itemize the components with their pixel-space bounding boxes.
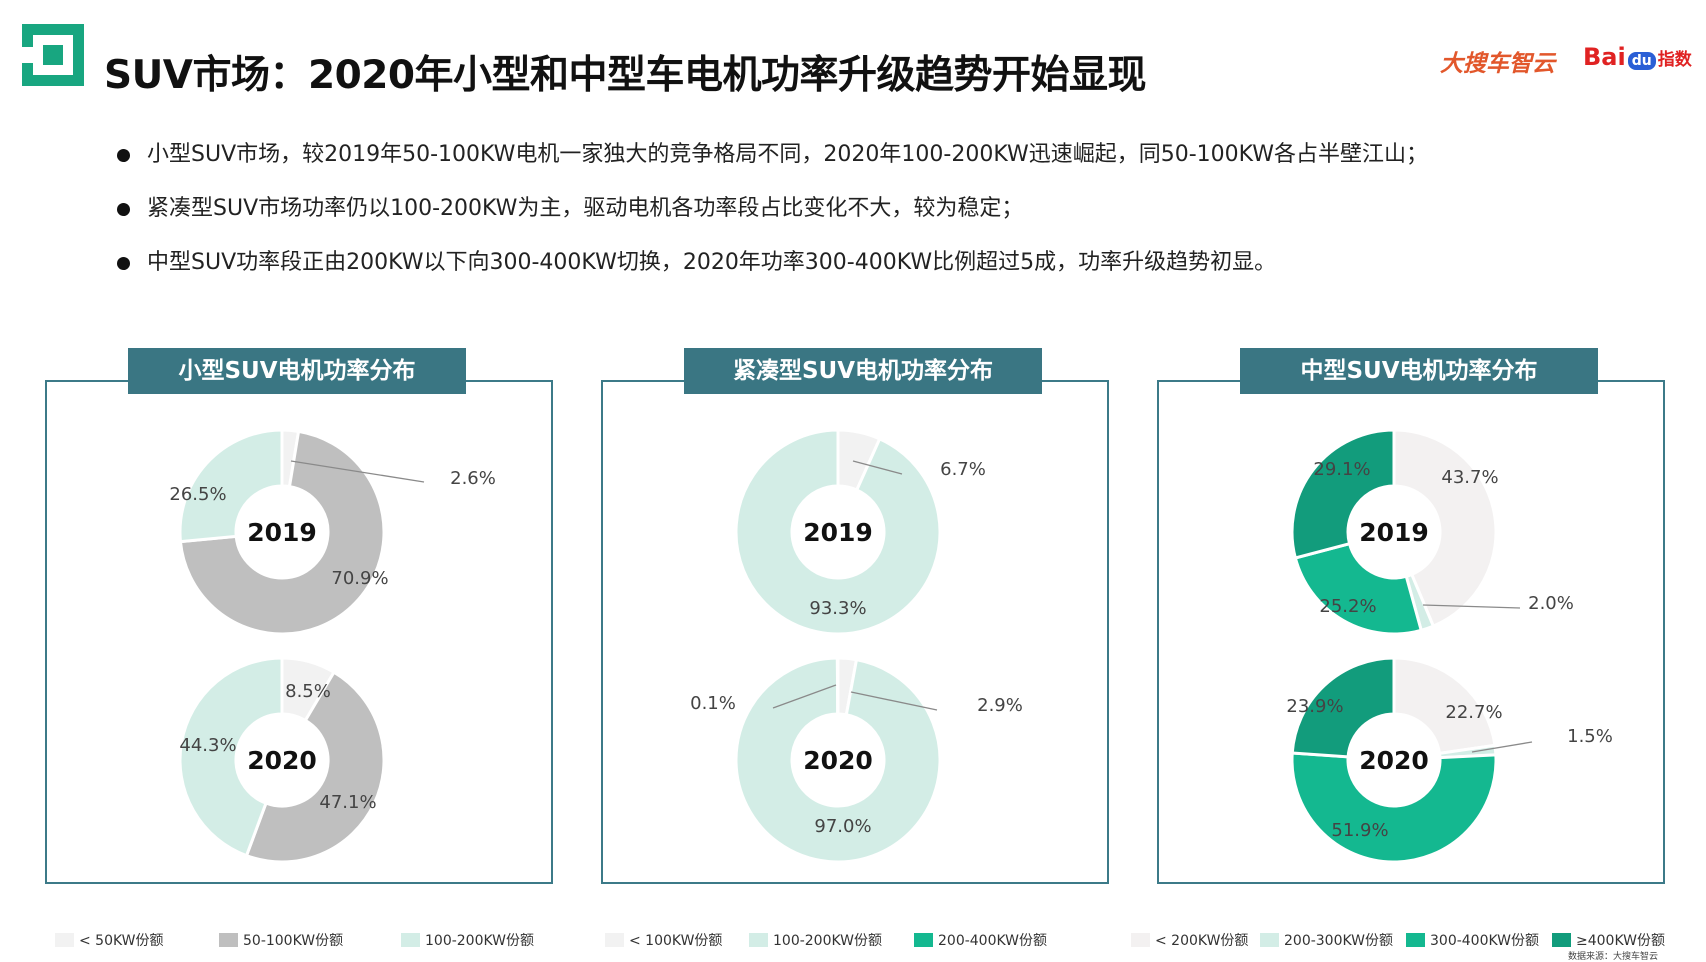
bullet-text: 紧凑型SUV市场功率仍以100-200KW为主，驱动电机各功率段占比变化不大，较…	[147, 196, 1024, 221]
logo-mark-icon	[22, 24, 84, 86]
bullet-dot-icon	[117, 257, 130, 270]
donut-center-label: 2019	[247, 518, 317, 547]
bullet-dot-icon	[117, 149, 130, 162]
data-label: 51.9%	[1331, 820, 1388, 841]
baidu-logo-du: du	[1627, 52, 1656, 70]
legend-swatch	[55, 933, 74, 947]
legend-item: 200-300KW份额	[1260, 930, 1393, 950]
chart-title-compact-suv: 紧凑型SUV电机功率分布	[684, 348, 1042, 394]
legend-item: 100-200KW份额	[749, 930, 882, 950]
legend-item: 200-400KW份额	[914, 930, 1047, 950]
legend-swatch	[1260, 933, 1279, 947]
legend-swatch	[914, 933, 933, 947]
data-label: 47.1%	[319, 792, 376, 813]
data-label: 23.9%	[1286, 696, 1343, 717]
data-label: 97.0%	[814, 816, 871, 837]
leader-line	[772, 684, 837, 709]
chart-title-small-suv: 小型SUV电机功率分布	[128, 348, 466, 394]
brand-logo-baidu: Bai du 指数	[1583, 43, 1692, 71]
legend-item: < 50KW份额	[55, 930, 164, 950]
bullet-dot-icon	[117, 203, 130, 216]
legend-swatch	[1406, 933, 1425, 947]
legend-swatch	[1552, 933, 1571, 947]
legend-swatch	[605, 933, 624, 947]
bullet-text: 中型SUV功率段正由200KW以下向300-400KW切换，2020年功率300…	[147, 250, 1277, 275]
legend-swatch	[219, 933, 238, 947]
leader-line	[1422, 604, 1521, 609]
leader-line	[852, 460, 903, 475]
legend-swatch	[749, 933, 768, 947]
data-label: 2.6%	[450, 468, 496, 489]
data-label: 8.5%	[285, 681, 331, 702]
donut-slice	[1290, 656, 1396, 759]
baidu-logo-zhishu: 指数	[1657, 50, 1692, 70]
legend-label: ≥400KW份额	[1576, 933, 1665, 949]
donut-slice	[178, 429, 386, 636]
legend-swatch	[1131, 933, 1150, 947]
data-label: 43.7%	[1441, 467, 1498, 488]
data-label: 70.9%	[331, 568, 388, 589]
data-label: 2.0%	[1528, 593, 1574, 614]
donut-slice	[734, 428, 942, 636]
legend-label: 300-400KW份额	[1430, 933, 1540, 949]
leader-line	[850, 691, 938, 711]
donut-slice	[1392, 428, 1498, 629]
baidu-logo-bai: Bai	[1583, 43, 1626, 71]
bullet-item: 小型SUV市场，较2019年50-100KW电机一家独大的竞争格局不同，2020…	[112, 140, 1672, 194]
donut-center-label: 2020	[1359, 746, 1429, 775]
data-label: 29.1%	[1313, 459, 1370, 480]
leader-line	[1471, 741, 1533, 753]
data-label: 93.3%	[809, 598, 866, 619]
data-label: 6.7%	[940, 459, 986, 480]
brand-logo-souche: 大搜车智云	[1440, 51, 1555, 77]
donut-slice	[1293, 541, 1424, 636]
donut-slice	[1290, 428, 1396, 560]
data-label: 26.5%	[169, 484, 226, 505]
donut-slice	[835, 656, 840, 716]
donut-center-label: 2019	[1359, 518, 1429, 547]
donut-slice	[178, 428, 284, 544]
legend-swatch	[401, 933, 420, 947]
bullet-item: 中型SUV功率段正由200KW以下向300-400KW切换，2020年功率300…	[112, 248, 1672, 302]
data-label: 2.9%	[977, 695, 1023, 716]
legend-item: < 100KW份额	[605, 930, 722, 950]
donut-slice	[1290, 751, 1498, 864]
donut-slice	[1392, 656, 1497, 756]
legend-label: 50-100KW份额	[243, 933, 344, 949]
legend-label: 200-400KW份额	[938, 933, 1048, 949]
data-label: 44.3%	[179, 735, 236, 756]
data-label: 25.2%	[1319, 596, 1376, 617]
donut-center-label: 2019	[803, 518, 873, 547]
bullet-item: 紧凑型SUV市场功率仍以100-200KW为主，驱动电机各功率段占比变化不大，较…	[112, 194, 1672, 248]
page-title: SUV市场：2020年小型和中型车电机功率升级趋势开始显现	[104, 53, 1147, 98]
donut-center-label: 2020	[247, 746, 317, 775]
donut-slice	[178, 656, 284, 858]
data-label: 1.5%	[1567, 726, 1613, 747]
legend-label: < 100KW份额	[629, 933, 723, 949]
legend-label: 100-200KW份额	[425, 933, 535, 949]
legend-item: ≥400KW份额	[1552, 930, 1665, 950]
chart-title-midsize-suv: 中型SUV电机功率分布	[1240, 348, 1598, 394]
data-label: 22.7%	[1445, 702, 1502, 723]
donut-center-label: 2020	[803, 746, 873, 775]
legend-item: 50-100KW份额	[219, 930, 343, 950]
bullet-list: 小型SUV市场，较2019年50-100KW电机一家独大的竞争格局不同，2020…	[112, 140, 1672, 302]
bullet-text: 小型SUV市场，较2019年50-100KW电机一家独大的竞争格局不同，2020…	[147, 142, 1429, 167]
legend-label: 200-300KW份额	[1284, 933, 1394, 949]
donut-slice	[734, 656, 942, 864]
leader-line	[290, 460, 425, 483]
legend-label: < 200KW份额	[1155, 933, 1249, 949]
data-label: 0.1%	[690, 693, 736, 714]
donut-slice	[244, 670, 386, 864]
legend-item: 300-400KW份额	[1406, 930, 1539, 950]
legend-label: < 50KW份额	[79, 933, 164, 949]
legend-item: < 200KW份额	[1131, 930, 1248, 950]
legend-label: 100-200KW份额	[773, 933, 883, 949]
source-note: 数据来源：大搜车智云	[1568, 952, 1659, 962]
legend-item: 100-200KW份额	[401, 930, 534, 950]
